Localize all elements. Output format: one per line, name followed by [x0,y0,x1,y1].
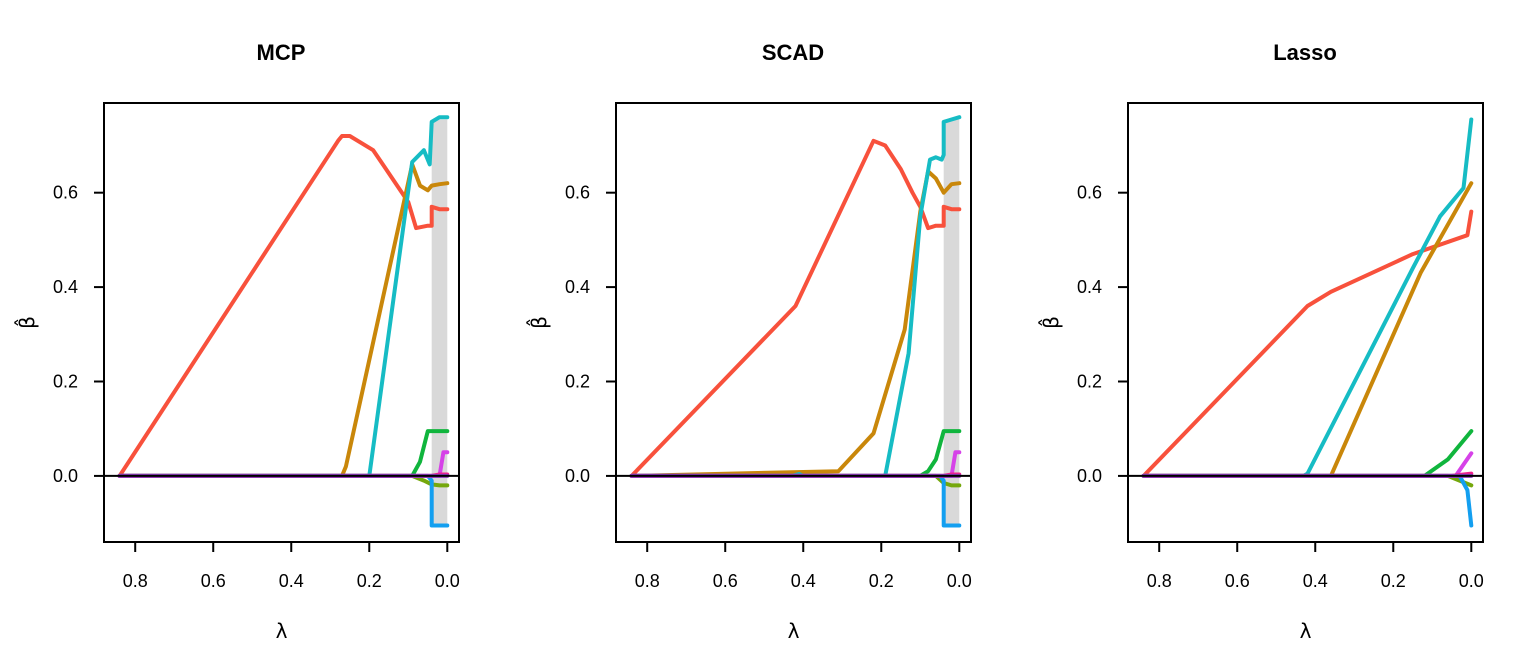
x-tick-label: 0.8 [123,571,148,591]
panel-lasso: Lasso 0.8 0.6 0.4 0.2 0.0 0.0 0.2 0.4 0.6 λ β̂ [1038,40,1484,643]
x-tick-label: 0.4 [1303,571,1328,591]
y-tick-label: 0.2 [53,372,78,392]
x-tick-label: 0.6 [713,571,738,591]
series-line-1 [1141,209,1474,478]
x-tick-label: 0.6 [1225,571,1250,591]
panel-scad: SCAD 0.8 0.6 0.4 0.2 0.0 0.0 0.2 0.4 0.6 λ β̂ [526,40,972,643]
x-tick-label: 0.0 [435,571,460,591]
y-tick-label: 0.4 [565,277,590,297]
panel-title: Lasso [1273,40,1337,65]
y-tick-label: 0.0 [53,466,78,486]
x-tick-label: 0.2 [357,571,382,591]
y-tick-label: 0.4 [1077,277,1102,297]
y-axis-label: β̂ [526,316,551,329]
plot-frame [615,102,972,543]
x-tick-label: 0.6 [201,571,226,591]
y-axis-label: β̂ [14,316,39,329]
panel-title: MCP [257,40,306,65]
panel-title: SCAD [762,40,824,65]
y-tick-label: 0.4 [53,277,78,297]
x-tick-label: 0.8 [1147,571,1172,591]
series-line-2 [117,162,450,478]
x-tick-label: 0.2 [1381,571,1406,591]
x-tick-label: 0.2 [869,571,894,591]
x-axis-label: λ [276,619,288,643]
y-tick-label: 0.6 [565,183,590,203]
shaded-region [943,119,960,526]
x-axis-label: λ [788,619,800,643]
shaded-region [431,119,448,526]
y-tick-label: 0.0 [1077,466,1102,486]
panel-mcp: MCP 0.8 0.6 0.4 0.2 0.0 0.0 0.2 0.4 0.6 λ β̂ [14,40,460,643]
y-axis-label: β̂ [1038,316,1063,329]
plot-frame [1127,102,1484,543]
series-line-1 [117,134,450,478]
y-tick-label: 0.6 [1077,183,1102,203]
series-line-3 [117,115,450,478]
x-axis-label: λ [1300,619,1312,643]
x-tick-label: 0.4 [791,571,816,591]
y-tick-label: 0.6 [53,183,78,203]
x-tick-label: 0.8 [635,571,660,591]
x-tick-label: 0.0 [947,571,972,591]
plot-frame [103,102,460,543]
y-tick-label: 0.2 [1077,372,1102,392]
y-tick-label: 0.2 [565,372,590,392]
x-tick-label: 0.0 [1459,571,1484,591]
y-tick-label: 0.0 [565,466,590,486]
x-tick-label: 0.4 [279,571,304,591]
